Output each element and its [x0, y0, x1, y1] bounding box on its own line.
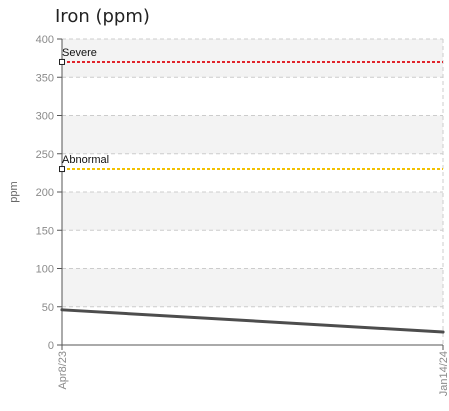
y-axis-label: ppm: [8, 181, 20, 202]
data-point: [61, 308, 64, 311]
plot-band: [62, 39, 443, 77]
threshold-label-abnormal: Abnormal: [62, 154, 109, 166]
threshold-marker-abnormal: [60, 167, 65, 172]
plot-bands: [62, 39, 443, 307]
y-tick-label: 100: [36, 264, 54, 276]
y-tick-label: 0: [48, 340, 54, 352]
y-tick-label: 350: [36, 72, 54, 84]
y-tick-label: 200: [36, 187, 54, 199]
plot-band: [62, 269, 443, 307]
y-tick-label: 300: [36, 111, 54, 123]
series: [61, 308, 445, 333]
data-point: [442, 330, 445, 333]
y-tick-label: 400: [36, 34, 54, 46]
series-line: [62, 310, 443, 332]
x-tick-label: Apr8/23: [57, 351, 69, 390]
plot-band: [62, 116, 443, 154]
x-tick-label: Jan14/24: [438, 351, 449, 396]
plot-band: [62, 192, 443, 230]
threshold-label-severe: Severe: [62, 47, 97, 59]
y-tick-label: 50: [42, 302, 54, 314]
y-tick-label: 150: [36, 225, 54, 237]
threshold-marker-severe: [60, 59, 65, 64]
y-tick-label: 250: [36, 149, 54, 161]
